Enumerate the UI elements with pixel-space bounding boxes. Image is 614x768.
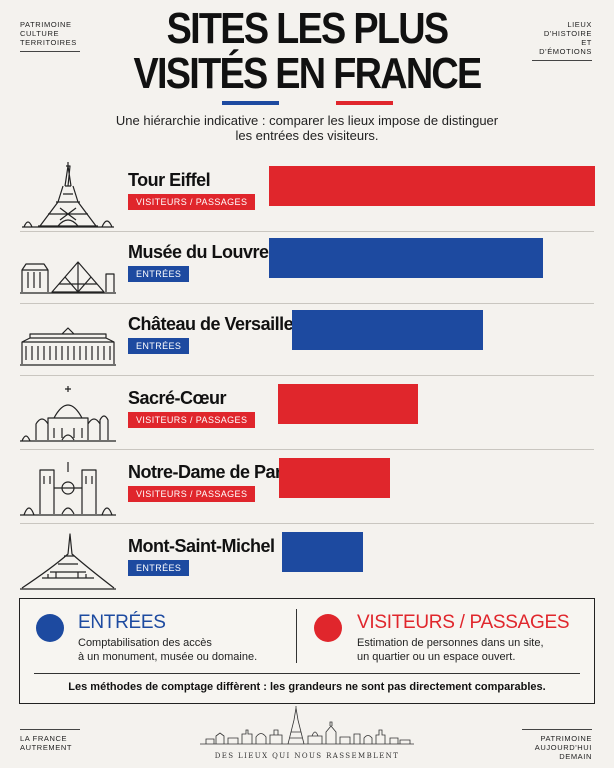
site-name: Musée du Louvre [128, 242, 269, 262]
corner-label-top-right: LIEUX D'HISTOIRE ET D'ÉMOTIONS [532, 20, 592, 61]
legend-entrees-line-1: Comptabilisation des accès [78, 637, 212, 649]
louvre-pyramid-icon [20, 261, 116, 294]
corner-label-bottom-left: LA FRANCE AUTREMENT [20, 729, 80, 752]
visiteurs-dot-icon [314, 614, 342, 642]
corner-line: AUJOURD'HUI [534, 743, 592, 752]
title-line-2: VISITÉS EN FRANCE [133, 49, 482, 98]
row-divider [20, 303, 594, 304]
legend-visiteurs-line-2: un quartier ou un espace ouvert. [357, 651, 516, 663]
corner-rule [532, 60, 592, 61]
legend-visiteurs-title: VISITEURS / PASSAGES [357, 612, 570, 633]
tricolor-rule [222, 101, 393, 105]
footer-tagline: DES LIEUX QUI NOUS RASSEMBLENT [214, 752, 400, 760]
corner-rule [20, 51, 80, 52]
tricolor-red [336, 101, 393, 105]
title-line-1: SITES LES PLUS [166, 4, 450, 53]
site-row: Tour Eiffel VISITEURS / PASSAGES [0, 160, 614, 232]
value-bar [292, 310, 483, 350]
corner-line: LIEUX [567, 20, 592, 29]
corner-rule [522, 729, 592, 730]
notre-dame-cathedral-icon [20, 462, 116, 516]
legend-entrees-line-2: à un monument, musée ou domaine. [78, 651, 258, 663]
metric-badge: ENTRÉES [128, 266, 190, 282]
legend-box: ENTRÉES Comptabilisation des accès à un … [19, 598, 595, 704]
corner-line: PATRIMOINE [20, 20, 72, 29]
subtitle: Une hiérarchie indicative : comparer les… [100, 113, 514, 143]
corner-line: CULTURE [20, 29, 60, 38]
legend-divider [296, 609, 297, 663]
sacre-coeur-basilica-icon [20, 386, 116, 442]
legend-note: Les méthodes de comptage diffèrent : les… [68, 681, 546, 693]
site-name: Sacré-Cœur [128, 388, 227, 408]
corner-line: AUTREMENT [20, 743, 73, 752]
row-divider [20, 375, 594, 376]
metric-badge: ENTRÉES [128, 338, 190, 354]
legend-visiteurs-description: Estimation de personnes dans un site, un… [357, 636, 544, 664]
corner-line: D'HISTOIRE [543, 29, 592, 38]
mont-saint-michel-icon [20, 533, 116, 590]
metric-badge: ENTRÉES [128, 560, 190, 576]
value-bar [278, 384, 418, 424]
eiffel-tower-icon [22, 162, 114, 228]
corner-line: PATRIMOINE [540, 734, 592, 743]
corner-line: DEMAIN [559, 752, 592, 761]
site-row: Château de Versailles ENTRÉES [0, 304, 614, 376]
subtitle-line-2: les entrées des visiteurs. [235, 128, 379, 143]
corner-line: TERRITOIRES [20, 38, 77, 47]
legend-rule [34, 673, 580, 674]
value-bar [269, 166, 595, 206]
site-row: Mont-Saint-Michel ENTRÉES [0, 526, 614, 598]
corner-line: LA FRANCE [20, 734, 68, 743]
paris-skyline-icon [200, 706, 414, 745]
value-bar [282, 532, 363, 572]
site-row: Notre-Dame de Paris VISITEURS / PASSAGES [0, 452, 614, 524]
legend-entrees-description: Comptabilisation des accès à un monument… [78, 636, 257, 664]
row-divider [20, 523, 594, 524]
site-name: Château de Versailles [128, 314, 303, 334]
subtitle-line-1: Une hiérarchie indicative : comparer les… [115, 113, 499, 128]
site-row: Musée du Louvre ENTRÉES [0, 232, 614, 304]
corner-line: ET D'ÉMOTIONS [539, 38, 592, 56]
corner-label-bottom-right: PATRIMOINE AUJOURD'HUI DEMAIN [522, 729, 592, 761]
metric-badge: VISITEURS / PASSAGES [128, 194, 256, 210]
legend-visiteurs-line-1: Estimation de personnes dans un site, [357, 637, 544, 649]
entrees-dot-icon [36, 614, 64, 642]
site-row: Sacré-Cœur VISITEURS / PASSAGES [0, 378, 614, 450]
metric-badge: VISITEURS / PASSAGES [128, 412, 256, 428]
row-divider [20, 231, 594, 232]
metric-badge: VISITEURS / PASSAGES [128, 486, 256, 502]
site-name: Mont-Saint-Michel [128, 536, 275, 556]
site-name: Tour Eiffel [128, 170, 211, 190]
tricolor-white [279, 101, 336, 105]
versailles-palace-icon [20, 327, 116, 366]
legend-entrees-title: ENTRÉES [78, 612, 166, 633]
tricolor-blue [222, 101, 279, 105]
corner-label-top-left: PATRIMOINE CULTURE TERRITOIRES [20, 20, 80, 52]
page-title: SITES LES PLUS VISITÉS EN FRANCE [43, 6, 571, 96]
value-bar [269, 238, 543, 278]
corner-rule [20, 729, 80, 730]
row-divider [20, 449, 594, 450]
value-bar [279, 458, 390, 498]
site-name: Notre-Dame de Paris [128, 462, 296, 482]
